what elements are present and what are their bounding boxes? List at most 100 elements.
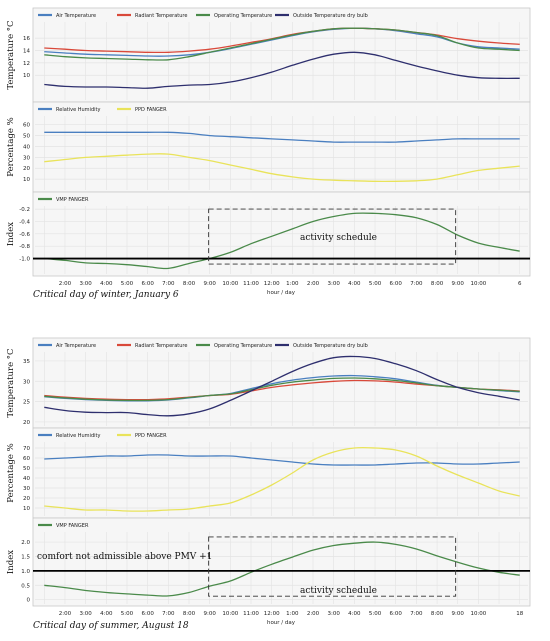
panel-3-ytick-label: 30 [23, 379, 30, 385]
series-line-4-0 [44, 454, 520, 466]
series-line-1-0 [44, 131, 520, 143]
legend-label-4-1: PPD FANGER [135, 433, 167, 439]
panel-2-xtick-label: 4:00 [348, 281, 361, 287]
panel-5-activity-schedule-box [208, 536, 457, 597]
panel-2-xtick-label: 10:00 [470, 281, 486, 287]
panel-3-y-axis-label: Temperature °C [6, 348, 16, 417]
series-line-5-0 [44, 541, 520, 597]
panel-2-xtick-label: 10:00 [222, 281, 238, 287]
caption-winter: Critical day of winter, January 6 [33, 290, 179, 300]
panel-0-ytick-label: 14 [23, 48, 30, 54]
panel-0-ytick-label: 16 [23, 36, 30, 42]
panel-3-frame [32, 337, 531, 429]
panel-5-frame [32, 517, 531, 607]
panel-5-xtick-label: 5:00 [121, 611, 134, 617]
series-line-4-1 [44, 446, 520, 512]
panel-5-ytick-label: 1.5 [21, 554, 30, 560]
panel-2-xtick-label: 2:00 [307, 281, 320, 287]
panel-1-ytick-label: 20 [23, 166, 30, 172]
panel-2-xtick-label: 3:00 [79, 281, 92, 287]
panel-4-y-axis-label: Percentage % [6, 443, 16, 502]
legend-label-3-0: Air Temperature [56, 343, 96, 349]
legend-label-3-3: Outside Temperature dry bulb [293, 343, 368, 349]
panel-2-xtick-label: 8:00 [183, 281, 196, 287]
caption-summer: Critical day of summer, August 18 [33, 621, 189, 631]
panel-5-xtick-label: 3:00 [79, 611, 92, 617]
legend-label-2-0: VMP FANGER [56, 197, 89, 203]
panel-2-xtick-label: 2:00 [59, 281, 72, 287]
legend-label-0-1: Radiant Temperature [135, 13, 187, 19]
panel-2-xtick-label: 5:00 [369, 281, 382, 287]
panel-0-y-axis-label: Temperature °C [6, 20, 16, 89]
legend-label-0-3: Outside Temperature dry bulb [293, 13, 368, 19]
panel-1-y-axis-label: Percentage % [6, 117, 16, 176]
panel-2-ytick-label: -0.6 [19, 232, 30, 238]
panel-5-ytick-label: 2.0 [21, 540, 30, 546]
panel-2-ytick-label: -1.0 [19, 257, 30, 263]
panel-5-xtick-label: 3:00 [328, 611, 341, 617]
panel-3-ytick-label: 35 [23, 359, 30, 365]
panel-0-ytick-label: 12 [23, 61, 30, 67]
panel-2-x-axis-title: hour / day [267, 290, 296, 296]
panel-2-xtick-label: 9:00 [452, 281, 465, 287]
panel-2-activity-schedule-box [208, 208, 457, 265]
series-line-3-2 [44, 377, 520, 402]
panel-5-xtick-label: 18 [516, 611, 523, 617]
panel-4-ytick-label: 50 [23, 466, 30, 472]
panel-2-xtick-label: 6:00 [141, 281, 154, 287]
panel-2-ytick-label: -0.2 [19, 207, 30, 213]
panel-1-ytick-label: 40 [23, 144, 30, 150]
panel-5-xtick-label: 10:00 [222, 611, 238, 617]
panel-2-xtick-label: 12:00 [264, 281, 280, 287]
panel-5-xtick-label: 5:00 [369, 611, 382, 617]
legend-label-3-2: Operating Temperature [214, 343, 272, 349]
panel-2-y-axis-label: Index [6, 222, 16, 246]
panel-2-xtick-label: 7:00 [162, 281, 175, 287]
legend-label-0-2: Operating Temperature [214, 13, 272, 19]
panel-1-ytick-label: 50 [23, 134, 30, 140]
panel-5-xtick-label: 10:00 [470, 611, 486, 617]
panel-2-xtick-label: 4:00 [100, 281, 113, 287]
panel-2-xtick-label: 5:00 [121, 281, 134, 287]
panel-5-xtick-label: 1:00 [286, 611, 299, 617]
series-line-3-3 [44, 355, 520, 417]
panel-4-ytick-label: 40 [23, 476, 30, 482]
legend-label-4-0: Relative Humidity [56, 433, 100, 439]
panel-3-ytick-label: 25 [23, 400, 30, 406]
legend-label-0-0: Air Temperature [56, 13, 96, 19]
panel-2-annotation: activity schedule [300, 233, 377, 243]
panel-1-ytick-label: 60 [23, 123, 30, 129]
panel-1-frame [32, 101, 531, 193]
panel-1-ytick-label: 30 [23, 155, 30, 161]
panel-5-ytick-label: 1.0 [21, 569, 30, 575]
panel-5-xtick-label: 6:00 [141, 611, 154, 617]
panel-5-annotation-comfort: comfort not admissible above PMV +1 [37, 552, 212, 562]
panel-2-xtick-label: 6:00 [390, 281, 403, 287]
panel-5-xtick-label: 4:00 [348, 611, 361, 617]
panel-2-xtick-label: 3:00 [328, 281, 341, 287]
panel-5-xtick-label: 9:00 [452, 611, 465, 617]
panel-2-xtick-label: 7:00 [410, 281, 423, 287]
panel-5-xtick-label: 9:00 [203, 611, 216, 617]
panel-5-xtick-label: 7:00 [162, 611, 175, 617]
series-line-0-3 [44, 51, 520, 89]
series-line-1-1 [44, 153, 520, 183]
panel-5-ytick-label: 0.5 [21, 583, 30, 589]
panel-5-xtick-label: 4:00 [100, 611, 113, 617]
panel-1-ytick-label: 10 [23, 177, 30, 183]
panel-5-xtick-label: 11:00 [243, 611, 259, 617]
panel-5-xtick-label: 12:00 [264, 611, 280, 617]
legend-label-1-1: PPD FANGER [135, 107, 167, 113]
panel-2-ytick-label: -0.4 [19, 219, 30, 225]
panel-4-ytick-label: 20 [23, 496, 30, 502]
series-line-2-0 [44, 212, 520, 270]
panel-2-xtick-label: 6 [518, 281, 522, 287]
panel-4-ytick-label: 30 [23, 486, 30, 492]
series-line-0-2 [44, 27, 520, 61]
panel-2-xtick-label: 11:00 [243, 281, 259, 287]
panel-5-xtick-label: 8:00 [183, 611, 196, 617]
panel-2-ytick-label: -0.8 [19, 244, 30, 250]
panel-5-xtick-label: 2:00 [59, 611, 72, 617]
panel-5-xtick-label: 6:00 [390, 611, 403, 617]
